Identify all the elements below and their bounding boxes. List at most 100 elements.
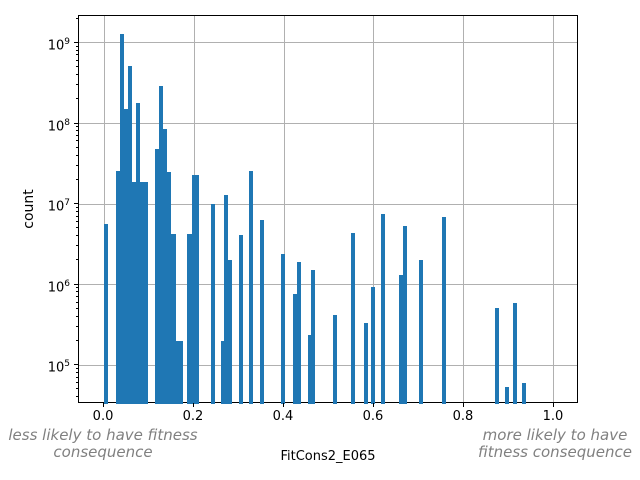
histogram-bar [522,383,527,404]
plot-area [78,15,578,404]
y-minor-tick-mark [75,245,78,247]
histogram-bar [297,262,302,404]
y-tick-label: 105 [47,359,70,376]
histogram-bar [351,232,356,404]
y-tick-label: 109 [47,36,70,54]
histogram-bar [167,172,172,404]
histogram-bar [513,303,518,404]
histogram-bar [162,129,167,404]
histogram-bar [239,235,244,404]
x-tick-mark [552,403,554,407]
histogram-bar [224,194,229,404]
y-tick-label: 107 [47,198,70,215]
y-minor-tick-mark [75,376,78,378]
y-minor-tick-mark [75,146,78,148]
histogram-bar [211,204,216,404]
y-minor-tick-mark [75,98,78,100]
annotation-line: more likely to have [482,426,628,444]
y-minor-tick-mark [75,396,78,398]
x-tick-label: 0.0 [92,409,114,424]
gridline-vertical [463,16,465,402]
y-minor-tick-mark [75,210,78,212]
gridline-vertical [283,16,285,402]
y-tick-label: 108 [47,117,70,134]
y-minor-tick-mark [75,45,78,47]
y-minor-tick-mark [75,130,78,132]
histogram-bar [131,181,136,404]
gridline-vertical [103,16,105,402]
histogram-bar [495,307,500,404]
histogram-bar [127,65,132,404]
y-tick-mark [74,283,78,285]
x-tick-label: 0.2 [182,409,204,424]
histogram-bar [307,334,311,404]
histogram-bar [370,286,375,404]
y-minor-tick-mark [75,140,78,142]
histogram-bar [248,170,253,404]
y-minor-tick-mark [75,154,78,156]
y-tick-mark [74,203,78,205]
histogram-bar [104,223,109,404]
gridline-horizontal [79,42,577,44]
annotation-line: less likely to have fitness [8,426,198,444]
y-minor-tick-mark [75,59,78,61]
histogram-bar [333,314,338,404]
gridline-vertical [553,16,555,402]
histogram-bar [441,216,446,404]
y-minor-tick-mark [75,134,78,136]
y-minor-tick-mark [75,367,78,369]
y-minor-tick-mark [75,388,78,390]
histogram-bar [135,102,140,404]
x-tick-mark [372,403,374,407]
y-minor-tick-mark [75,206,78,208]
histogram-bar [311,270,316,404]
y-minor-tick-mark [75,287,78,289]
y-minor-tick-mark [75,227,78,229]
x-axis-label: FitCons2_E065 [280,449,376,464]
gridline-vertical [373,16,375,402]
y-minor-tick-mark [75,372,78,374]
histogram-bar [144,181,149,404]
y-tick-mark [74,122,78,124]
gridline-horizontal [79,284,577,286]
x-tick-mark [283,403,284,407]
gridline-horizontal [79,123,577,124]
y-minor-tick-mark [75,220,78,222]
histogram-bar [123,109,128,404]
x-tick-mark [193,403,194,407]
y-minor-tick-mark [75,215,78,217]
histogram-bar [120,33,124,404]
y-minor-tick-mark [75,84,78,86]
histogram-bar [402,225,407,404]
histogram-bar [418,260,424,404]
histogram-bar [280,254,285,404]
y-minor-tick-mark [75,315,78,317]
x-tick-label: 0.6 [362,409,384,424]
histogram-bar [260,220,265,404]
histogram-bar [399,275,403,404]
histogram-bar [171,234,176,404]
histogram-bar [158,86,163,404]
histogram-bar [221,340,225,404]
y-minor-tick-mark [75,339,78,341]
x-tick-mark [103,403,105,407]
y-minor-tick-mark [75,66,78,68]
histogram-bar [115,170,121,404]
gridline-horizontal [79,203,577,205]
y-axis-label: count [21,189,37,229]
x-tick-label: 0.8 [452,409,474,424]
y-minor-tick-mark [75,178,78,180]
y-tick-mark [74,364,78,366]
y-minor-tick-mark [75,235,78,237]
annotation-more-likely: more likely to have fitness consequence [425,427,640,461]
histogram-bar [140,181,145,404]
x-tick-label: 1.0 [542,409,564,424]
annotation-less-likely: less likely to have fitness consequence [0,427,233,461]
histogram-bar [192,174,199,404]
y-minor-tick-mark [75,291,78,293]
annotation-line: fitness consequence [478,443,632,461]
histogram-bar [176,340,183,404]
histogram-bar [187,233,192,404]
y-minor-tick-mark [75,54,78,56]
y-tick-label: 106 [47,278,70,295]
